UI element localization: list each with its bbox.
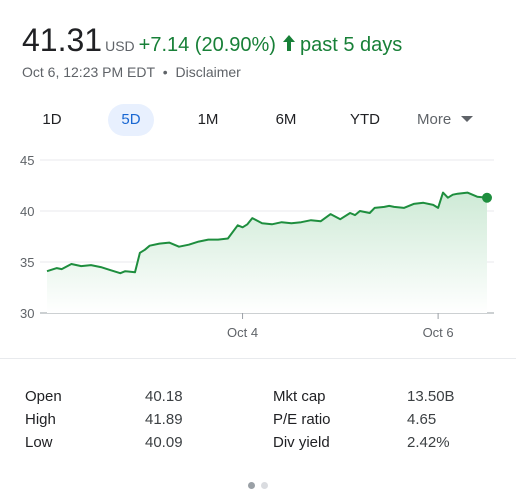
stat-label-div-yield: Div yield [273, 434, 330, 451]
tab-1m[interactable]: 1M [197, 111, 219, 128]
stat-row-high: High 41.89 P/E ratio 4.65 [0, 409, 516, 431]
tab-5d[interactable]: 5D [108, 104, 154, 136]
price-chart[interactable]: 45 40 35 30 Oct 4 Oct 6 [0, 150, 516, 350]
change-period: past 5 days [299, 34, 403, 56]
tab-1d[interactable]: 1D [42, 111, 62, 128]
disclaimer-link[interactable]: Disclaimer [175, 64, 241, 80]
y-tick-label-40: 40 [20, 204, 34, 219]
quote-header: 41.31 USD +7.14 (20.90%) past 5 days Oct… [22, 22, 402, 80]
pager-dot-1[interactable] [248, 482, 255, 489]
stat-value-pe-ratio: 4.65 [407, 411, 437, 428]
price-area-fill [47, 192, 487, 313]
stat-label-mkt-cap: Mkt cap [273, 388, 326, 405]
stat-row-low: Low 40.09 Div yield 2.42% [0, 432, 516, 454]
pager-dot-2[interactable] [261, 482, 268, 489]
stat-value-mkt-cap: 13.50B [407, 388, 455, 405]
divider [0, 358, 516, 359]
quote-subline: Oct 6, 12:23 PM EDT • Disclaimer [22, 64, 402, 80]
tab-6m[interactable]: 6M [275, 111, 297, 128]
pager-dots [0, 476, 516, 494]
stat-row-open: Open 40.18 Mkt cap 13.50B [0, 386, 516, 408]
quote-timestamp: Oct 6, 12:23 PM EDT [22, 64, 155, 80]
separator-dot: • [162, 64, 168, 80]
caret-down-icon [461, 116, 474, 122]
arrow-up-icon [282, 34, 296, 52]
currency-label: USD [105, 38, 135, 54]
price-chart-svg: 45 40 35 30 Oct 4 Oct 6 [20, 153, 494, 340]
more-ranges-button[interactable]: More [417, 104, 474, 136]
stat-label-low: Low [25, 434, 53, 451]
range-tabs: 1D 5D 1M 6M YTD More [20, 104, 496, 136]
stat-value-high: 41.89 [145, 411, 183, 428]
y-tick-label-35: 35 [20, 255, 34, 270]
stat-value-open: 40.18 [145, 388, 183, 405]
stat-label-open: Open [25, 388, 62, 405]
more-label: More [417, 111, 452, 128]
y-tick-label-30: 30 [20, 306, 34, 321]
price-line: 41.31 USD +7.14 (20.90%) past 5 days [22, 22, 402, 58]
x-tick-label-oct-6: Oct 6 [423, 325, 454, 340]
price-change: +7.14 (20.90%) [138, 34, 276, 56]
stat-value-low: 40.09 [145, 434, 183, 451]
last-price-marker [482, 192, 492, 203]
price-line [46, 191, 488, 275]
stat-label-pe-ratio: P/E ratio [273, 411, 331, 428]
current-price: 41.31 [22, 22, 103, 58]
tab-ytd[interactable]: YTD [350, 111, 380, 128]
y-tick-label-45: 45 [20, 153, 34, 168]
stat-label-high: High [25, 411, 56, 428]
x-tick-label-oct-4: Oct 4 [227, 325, 258, 340]
stat-value-div-yield: 2.42% [407, 434, 450, 451]
